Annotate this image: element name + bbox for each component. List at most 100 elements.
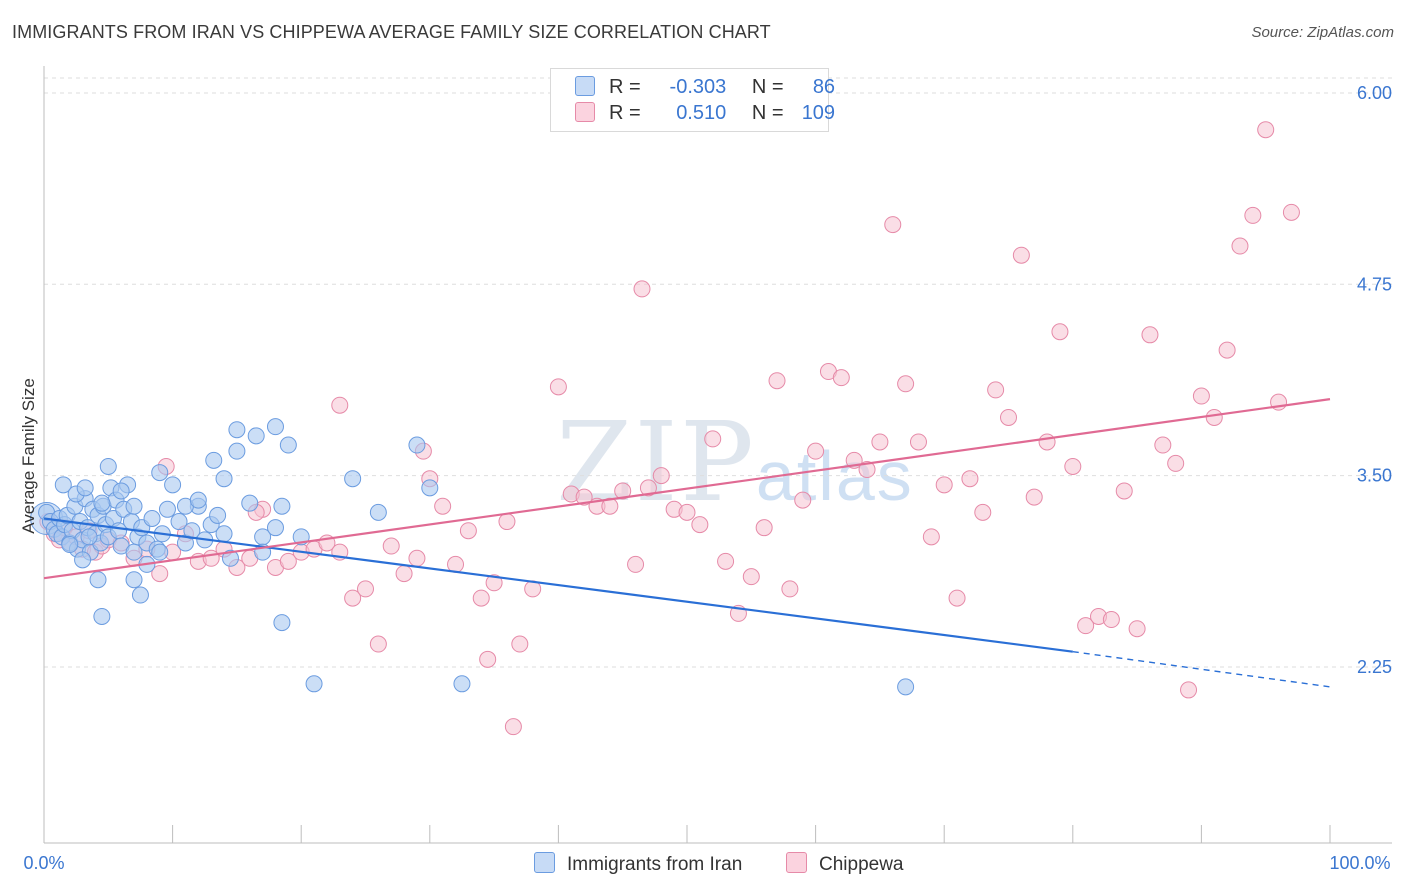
y-tick-label: 6.00	[1357, 83, 1392, 103]
y-tick-label: 3.50	[1357, 466, 1392, 486]
y-tick-label: 4.75	[1357, 274, 1392, 294]
iran-point	[241, 494, 259, 512]
chippewa-point	[1244, 206, 1262, 224]
legend-n-label: N =	[751, 76, 784, 98]
chart-title: IMMIGRANTS FROM IRAN VS CHIPPEWA AVERAGE…	[12, 22, 771, 42]
chippewa-point	[639, 479, 657, 497]
chippewa-point	[1205, 408, 1223, 426]
chippewa-point	[1012, 246, 1030, 264]
chippewa-point	[344, 589, 362, 607]
chippewa-point	[755, 519, 773, 537]
gridlines	[44, 77, 1392, 668]
legend-r-label: R =	[609, 76, 641, 98]
iran-point	[369, 503, 387, 521]
iran-point	[125, 497, 143, 515]
chippewa-point	[382, 537, 400, 555]
iran-trend-line	[43, 517, 1073, 653]
chippewa-point	[704, 430, 722, 448]
chippewa-point	[1025, 488, 1043, 506]
chippewa-point	[1180, 681, 1198, 699]
iran-point	[421, 479, 439, 497]
bottom-legend-swatch-chippewa	[786, 852, 807, 873]
chippewa-point	[151, 565, 169, 583]
iran-point	[247, 427, 265, 445]
iran-point	[221, 549, 239, 567]
chippewa-point	[472, 589, 490, 607]
iran-point	[344, 470, 362, 488]
chippewa-point	[858, 461, 876, 479]
chippewa-point	[633, 280, 651, 298]
chippewa-point	[1077, 617, 1095, 635]
iran-point	[189, 491, 207, 509]
y-axis-title: Average Family Size	[19, 378, 38, 534]
chippewa-point	[1282, 203, 1300, 221]
iran-point	[266, 519, 284, 537]
chippewa-point	[479, 650, 497, 668]
chippewa-points	[39, 121, 1300, 736]
bottom-legend-label-chippewa: Chippewa	[819, 854, 904, 875]
axis-labels: 2.25 3.50 4.75 6.00 0.0% 100.0% Average Family…	[19, 83, 1392, 873]
chippewa-point	[832, 369, 850, 387]
trend-lines	[43, 398, 1331, 688]
chippewa-point	[717, 552, 735, 570]
chippewa-point	[1128, 620, 1146, 638]
chippewa-point	[691, 516, 709, 534]
iran-point	[897, 678, 915, 696]
chippewa-point	[742, 568, 760, 586]
chippewa-point	[948, 589, 966, 607]
chippewa-point	[369, 635, 387, 653]
y-tick-label: 2.25	[1357, 657, 1392, 677]
chippewa-point	[974, 503, 992, 521]
chippewa-point	[549, 378, 567, 396]
iran-point	[273, 497, 291, 515]
chippewa-point	[1154, 436, 1172, 454]
iran-point	[215, 525, 233, 543]
chippewa-point	[897, 375, 915, 393]
iran-point	[305, 675, 323, 693]
chippewa-point	[627, 555, 645, 573]
chippewa-point	[1167, 454, 1185, 472]
iran-point	[158, 500, 176, 518]
iran-point	[89, 571, 107, 589]
iran-point	[112, 482, 130, 500]
chippewa-point	[601, 497, 619, 515]
chippewa-point	[987, 381, 1005, 399]
legend-row-chippewa: R = 0.510 N = 109	[575, 102, 835, 126]
chippewa-point	[1038, 433, 1056, 451]
iran-point	[205, 451, 223, 469]
chippewa-point	[781, 580, 799, 598]
iran-point	[228, 442, 246, 460]
iran-point	[209, 506, 227, 524]
chippewa-point	[408, 549, 426, 567]
iran-point	[266, 418, 284, 436]
iran-point	[54, 476, 72, 494]
chippewa-point	[331, 396, 349, 414]
chippewa-point	[504, 718, 522, 736]
iran-point	[74, 551, 92, 569]
chippewa-point	[1231, 237, 1249, 255]
chippewa-point	[652, 467, 670, 485]
chippewa-point	[1115, 482, 1133, 500]
chippewa-point	[935, 476, 953, 494]
chippewa-point	[1218, 341, 1236, 359]
legend-n-label: N =	[751, 102, 784, 124]
chippewa-point	[1257, 121, 1275, 139]
iran-point	[273, 614, 291, 632]
iran-point	[279, 436, 297, 454]
iran-point	[131, 586, 149, 604]
iran-point	[408, 436, 426, 454]
axes	[43, 66, 1392, 844]
iran-point	[80, 528, 98, 546]
chippewa-point	[614, 482, 632, 500]
iran-point	[151, 464, 169, 482]
legend-n-value: 86	[812, 76, 836, 98]
legend-r-value: 0.510	[676, 102, 727, 124]
legend-n-value: 109	[801, 102, 836, 124]
chippewa-point	[961, 470, 979, 488]
bottom-legend-chippewa: Chippewa	[786, 852, 904, 876]
chippewa-point	[434, 497, 452, 515]
chippewa-point	[678, 503, 696, 521]
chippewa-point	[1141, 326, 1159, 344]
legend-r-label: R =	[609, 102, 641, 124]
chippewa-point	[575, 488, 593, 506]
